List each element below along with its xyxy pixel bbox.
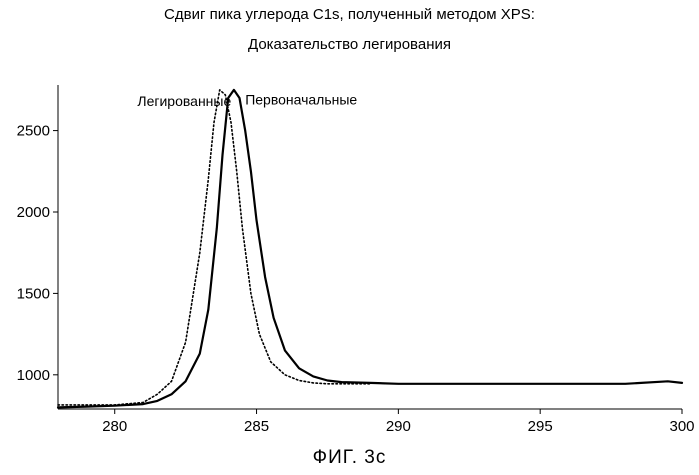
y-tick-label: 1500 — [17, 285, 50, 302]
y-tick-label: 2000 — [17, 204, 50, 221]
x-tick-label: 295 — [528, 418, 553, 435]
series-labels: Легированные Первоначальные — [137, 92, 357, 110]
y-tick-label: 2500 — [17, 123, 50, 140]
series-group — [58, 90, 682, 408]
x-tick-label: 300 — [669, 418, 694, 435]
figure-caption: ФИГ. 3с — [0, 447, 699, 469]
original-series-label: Первоначальные — [245, 92, 357, 108]
original-series-line — [58, 90, 682, 408]
x-tick-label: 280 — [102, 418, 127, 435]
tick-marks: 280 285 290 295 300 1000 1500 2000 2500 — [17, 123, 695, 435]
x-tick-label: 290 — [386, 418, 411, 435]
y-tick-label: 1000 — [17, 367, 50, 384]
x-tick-label: 285 — [244, 418, 269, 435]
doped-series-label: Легированные — [137, 93, 231, 109]
axes — [58, 85, 682, 409]
